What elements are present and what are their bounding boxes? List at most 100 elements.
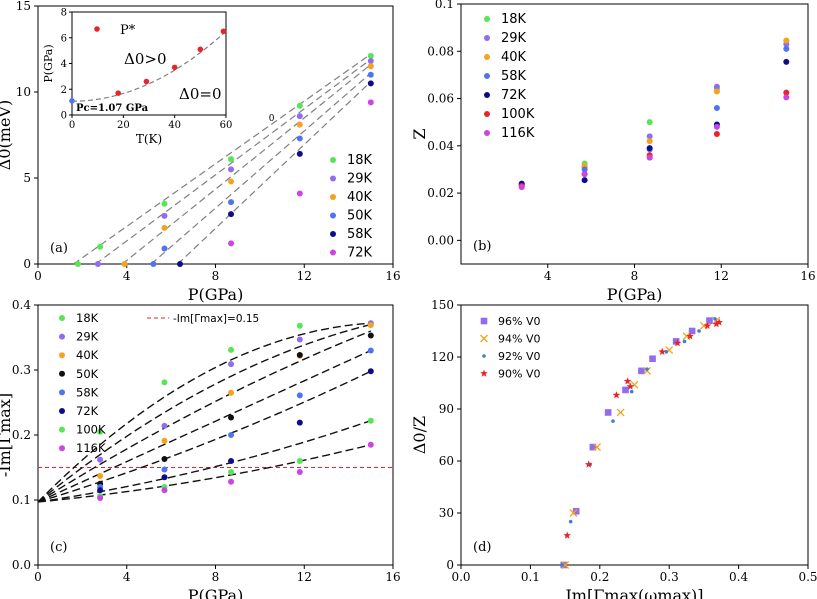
data-point — [228, 414, 235, 421]
data-point — [715, 318, 723, 326]
data-point — [296, 336, 303, 343]
data-point — [296, 469, 303, 476]
data-point — [367, 58, 374, 65]
data-point — [367, 71, 374, 78]
inset-x-tick-label: 60 — [220, 120, 233, 131]
legend-label: 58K — [76, 385, 99, 399]
legend-label: 116K — [76, 441, 106, 455]
x-tick-label: 8 — [212, 269, 220, 283]
data-point — [518, 184, 525, 191]
inset-y-tick-label: 2 — [61, 85, 67, 96]
data-point — [638, 367, 645, 375]
x-tick-label: 0.2 — [590, 570, 609, 584]
panel-label: (d) — [473, 540, 491, 555]
fit-line — [150, 72, 372, 265]
data-point — [161, 437, 168, 444]
legend-marker — [482, 354, 486, 358]
data-point — [97, 243, 104, 250]
y-tick-label: 150 — [431, 298, 454, 312]
legend-label: 18K — [347, 153, 373, 168]
fit-line — [73, 53, 372, 265]
x-tick-label: 16 — [385, 570, 400, 584]
y-tick-label: 30 — [439, 506, 454, 520]
x-tick-label: 4 — [544, 269, 552, 283]
data-point — [713, 123, 720, 130]
data-point — [150, 261, 157, 267]
data-point — [296, 352, 303, 359]
legend-label: 96% V0 — [498, 315, 540, 328]
data-point — [97, 428, 104, 435]
legend-marker — [480, 369, 488, 377]
y-axis-label: Δ0/Z — [410, 416, 429, 454]
data-point — [581, 166, 588, 173]
inset-y-tick-label: 6 — [61, 33, 67, 44]
panel-d: 0.0 0.1 0.2 0.3 0.4 0.5 0 30 60 90 120 150 Im[Γmax(ω… — [410, 298, 817, 599]
legend-marker — [59, 370, 65, 377]
x-tick-label: 0.0 — [451, 570, 470, 584]
data-point — [228, 469, 235, 476]
legend-marker — [59, 389, 65, 396]
data-point — [296, 190, 303, 197]
panel-label: (a) — [50, 241, 68, 256]
data-point — [367, 332, 374, 339]
y-tick-label: 120 — [431, 350, 454, 364]
y-tick-label: 0.0 — [12, 558, 31, 572]
data-point — [296, 135, 303, 142]
legend-marker — [484, 92, 490, 98]
legend-marker — [59, 333, 65, 340]
y-axis-label: Δ0(meV) — [0, 100, 14, 170]
legend-marker — [330, 249, 336, 256]
x-tick-label: 4 — [123, 269, 131, 283]
inset-pc-label: Pc=1.07 GPa — [76, 103, 149, 114]
data-point — [97, 456, 104, 463]
data-point — [296, 322, 303, 329]
legend-label: 50K — [76, 367, 99, 381]
inset-y-tick-label: 8 — [61, 8, 67, 19]
data-point — [713, 88, 720, 95]
inset-x-tick-label: 0 — [69, 120, 75, 131]
data-point — [623, 377, 632, 385]
fit-curve — [37, 322, 371, 503]
x-tick-label: 0 — [34, 570, 42, 584]
inset-data-point — [69, 98, 75, 104]
x-tick-label: 0.3 — [660, 570, 679, 584]
y-tick-label: 10 — [16, 85, 31, 99]
data-point — [713, 83, 720, 90]
data-point — [228, 432, 235, 438]
legend-marker — [330, 231, 336, 237]
data-point — [97, 495, 104, 502]
data-point — [296, 102, 303, 109]
legend-marker — [59, 352, 65, 359]
data-point — [649, 355, 656, 363]
data-point — [589, 443, 597, 451]
data-point — [646, 119, 653, 126]
data-point — [626, 382, 635, 390]
data-point — [703, 321, 712, 330]
data-point — [569, 509, 578, 517]
legend-marker — [59, 426, 65, 433]
data-point — [568, 519, 573, 524]
legend-marker — [330, 194, 336, 200]
legend-marker — [484, 73, 490, 79]
y-tick-label: 0.1 — [435, 0, 454, 11]
data-point — [228, 178, 235, 185]
x-tick-label: 4 — [123, 570, 131, 584]
legend-marker — [484, 16, 490, 22]
data-point — [97, 472, 104, 479]
inset-y-tick-label: 0 — [61, 111, 67, 122]
data-point — [712, 320, 721, 328]
data-point — [228, 361, 235, 368]
data-point — [713, 105, 720, 111]
data-point — [367, 441, 374, 448]
x-tick-label: 16 — [385, 269, 400, 283]
fit-line — [177, 81, 372, 265]
x-tick-label: 12 — [297, 570, 312, 584]
legend-label: 29K — [76, 330, 99, 344]
data-point — [161, 224, 168, 231]
y-tick-label: 0.3 — [12, 363, 31, 377]
data-point — [367, 99, 374, 106]
data-point — [783, 94, 790, 101]
data-point — [161, 422, 168, 429]
panel-label: (b) — [473, 239, 491, 254]
